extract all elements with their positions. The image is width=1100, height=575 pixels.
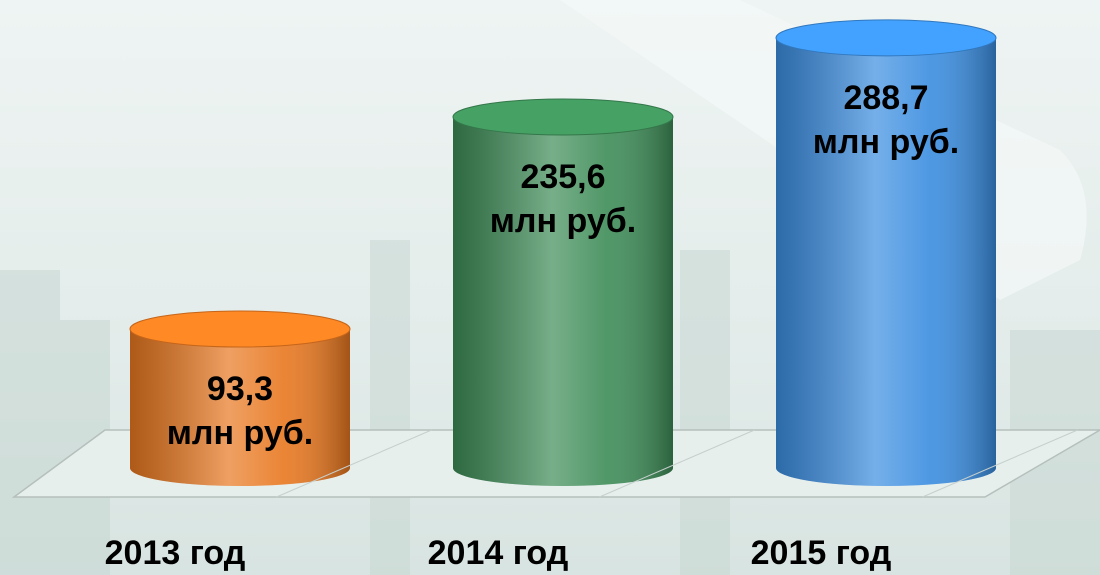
bar-top — [453, 99, 673, 135]
value-label: 235,6 млн руб. — [453, 155, 673, 243]
bar-top — [776, 20, 996, 56]
bar-top — [130, 311, 350, 347]
value-label: 93,3 млн руб. — [130, 367, 350, 455]
x-tick-label: 2015 год — [691, 534, 951, 573]
value-label: 288,7 млн руб. — [776, 76, 996, 164]
x-tick-label: 2013 год — [45, 534, 305, 573]
x-tick-label: 2014 год — [368, 534, 628, 573]
chart: 93,3 млн руб. 2013 год 235,6 млн руб. 2014 … — [0, 0, 1100, 575]
